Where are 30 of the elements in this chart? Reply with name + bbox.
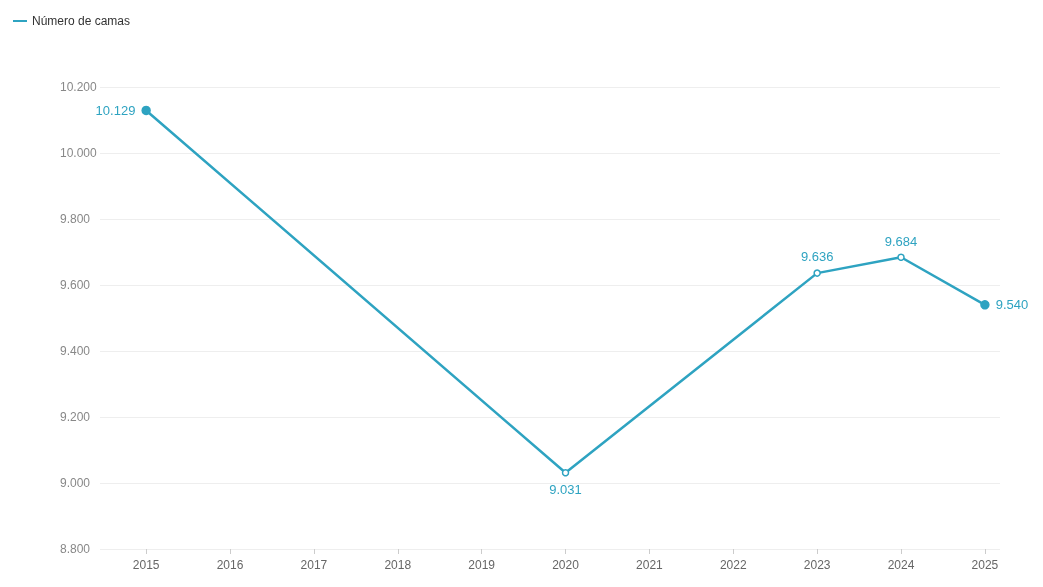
x-tick-label: 2015 — [132, 558, 160, 572]
data-label: 9.031 — [549, 481, 582, 497]
y-tick-label: 10.200 — [60, 80, 98, 94]
y-tick-label: 10.000 — [60, 146, 98, 160]
y-tick-label: 9.600 — [60, 278, 91, 292]
data-label: 9.684 — [884, 233, 918, 249]
x-tick-label: 2024 — [887, 558, 915, 572]
x-tick-label: 2019 — [468, 558, 496, 572]
y-tick-label: 9.000 — [60, 476, 91, 490]
y-tick-label: 8.800 — [60, 542, 91, 556]
x-tick-label: 2023 — [803, 558, 831, 572]
x-tick-label: 2016 — [216, 558, 244, 572]
x-tick-label: 2018 — [384, 558, 412, 572]
x-tick-label: 2022 — [719, 558, 747, 572]
y-tick-label: 9.800 — [60, 212, 91, 226]
y-tick-label: 9.200 — [60, 410, 91, 424]
x-tick-label: 2020 — [552, 558, 580, 572]
x-tick-label: 2021 — [636, 558, 664, 572]
x-tick-label: 2025 — [971, 558, 999, 572]
point — [561, 469, 570, 477]
point — [141, 105, 151, 116]
data-label: 9.540 — [995, 297, 1029, 313]
x-tick-label: 2017 — [300, 558, 328, 572]
point — [980, 300, 990, 310]
y-tick-label: 9.400 — [60, 344, 91, 358]
legend-label: Número de camas — [32, 14, 131, 28]
point — [897, 253, 905, 262]
data-label: 10.129 — [95, 102, 136, 118]
data-label: 9.636 — [800, 249, 834, 265]
point — [813, 269, 821, 277]
